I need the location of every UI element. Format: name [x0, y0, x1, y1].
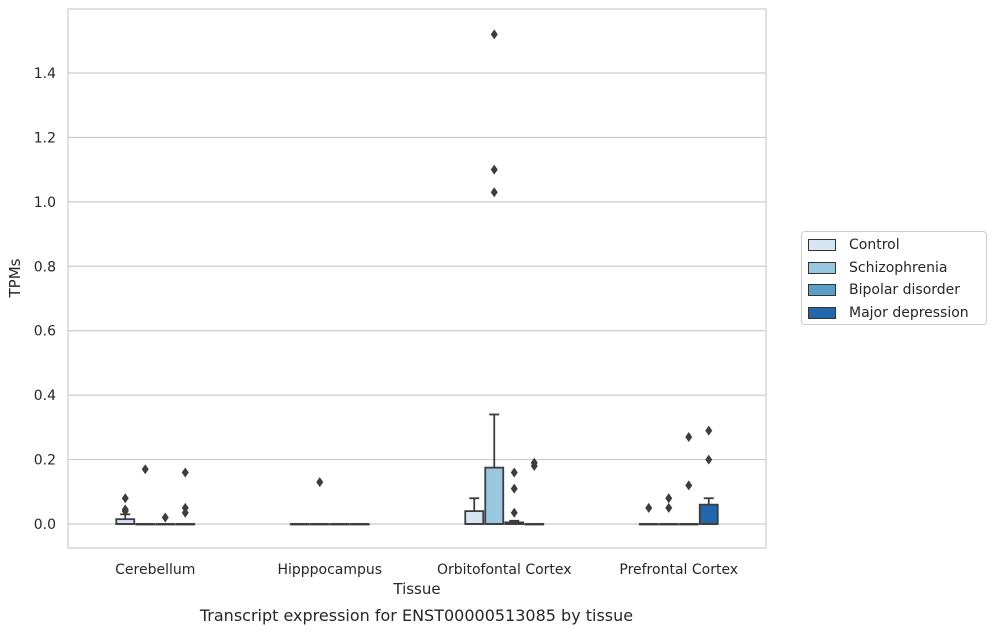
outlier-point: [510, 483, 518, 494]
outlier-point: [490, 187, 498, 198]
outlier-point: [181, 467, 189, 478]
y-axis-label: TPMs: [6, 258, 24, 298]
x-tick-labels: Cerebellum Hipppocampus Orbitofontal Corte…: [115, 562, 738, 578]
y-tick-label: 0.0: [34, 517, 56, 533]
outlier-point: [685, 432, 693, 443]
legend-label-schizophrenia: Schizophrenia: [849, 260, 948, 276]
y-tick-label: 1.0: [34, 195, 56, 211]
outlier-point: [490, 164, 498, 175]
y-tick-label: 0.2: [34, 453, 56, 469]
outlier-point: [705, 425, 713, 436]
x-tick-label: Orbitofontal Cortex: [437, 562, 572, 578]
outlier-point: [510, 467, 518, 478]
outlier-point: [685, 480, 693, 491]
outlier-point: [530, 461, 538, 472]
box: [484, 466, 505, 525]
legend-item-control: Control: [808, 235, 900, 255]
outlier-point: [665, 502, 673, 513]
legend-swatch-schizophrenia: [808, 262, 836, 274]
x-axis-label: Tissue: [392, 580, 440, 598]
y-tick-label: 1.2: [34, 130, 56, 146]
box: [464, 510, 485, 525]
plot-area: [67, 8, 767, 549]
legend-item-bipolar-disorder: Bipolar disorder: [808, 280, 960, 300]
outlier-point: [645, 502, 653, 513]
x-tick-label: Hipppocampus: [277, 562, 382, 578]
box-plot-chart: 0.0 0.2 0.4 0.6 0.8 1.0 1.2 1.4 Cerebellum Hippp…: [6, 8, 767, 598]
x-tick-label: Cerebellum: [115, 562, 195, 578]
outlier-point: [161, 512, 169, 523]
x-tick-label: Prefrontal Cortex: [619, 562, 738, 578]
legend-item-schizophrenia: Schizophrenia: [808, 258, 947, 278]
outlier-point: [705, 454, 713, 465]
legend: Control Schizophrenia Bipolar disorder M…: [801, 231, 987, 325]
outlier-point: [141, 464, 149, 475]
chart-caption: Transcript expression for ENST0000051308…: [199, 606, 634, 625]
legend-item-major-depression: Major depression: [808, 303, 969, 323]
y-tick-labels: 0.0 0.2 0.4 0.6 0.8 1.0 1.2 1.4: [34, 66, 56, 533]
outlier-point: [121, 504, 129, 515]
y-tick-label: 0.4: [34, 388, 56, 404]
legend-label-bipolar-disorder: Bipolar disorder: [849, 282, 961, 298]
y-tick-label: 0.8: [34, 259, 56, 275]
legend-label-control: Control: [849, 237, 900, 253]
outlier-point: [316, 477, 324, 488]
y-tick-label: 1.4: [34, 66, 56, 82]
boxes: [115, 29, 719, 526]
y-tick-label: 0.6: [34, 324, 56, 340]
legend-swatch-major-depression: [808, 307, 836, 319]
outlier-point: [181, 507, 189, 518]
outlier-point: [490, 29, 498, 40]
outlier-point: [665, 493, 673, 504]
outlier-point: [121, 493, 129, 504]
legend-swatch-bipolar-disorder: [808, 284, 836, 296]
legend-swatch-control: [808, 239, 836, 251]
outlier-point: [510, 507, 518, 518]
legend-label-major-depression: Major depression: [849, 305, 969, 321]
box: [698, 503, 719, 525]
